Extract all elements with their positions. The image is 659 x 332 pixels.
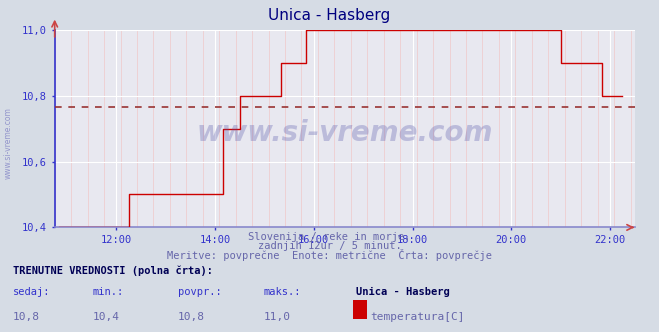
Text: povpr.:: povpr.:: [178, 287, 221, 297]
Text: TRENUTNE VREDNOSTI (polna črta):: TRENUTNE VREDNOSTI (polna črta):: [13, 266, 213, 276]
Text: 10,4: 10,4: [92, 312, 119, 322]
Text: 10,8: 10,8: [178, 312, 205, 322]
Text: www.si-vreme.com: www.si-vreme.com: [3, 107, 13, 179]
Text: maks.:: maks.:: [264, 287, 301, 297]
Text: 11,0: 11,0: [264, 312, 291, 322]
Text: min.:: min.:: [92, 287, 123, 297]
Text: Meritve: povprečne  Enote: metrične  Črta: povprečje: Meritve: povprečne Enote: metrične Črta:…: [167, 249, 492, 261]
Text: sedaj:: sedaj:: [13, 287, 51, 297]
Text: zadnjih 12ur / 5 minut.: zadnjih 12ur / 5 minut.: [258, 241, 401, 251]
Text: 10,8: 10,8: [13, 312, 40, 322]
Text: Unica - Hasberg: Unica - Hasberg: [356, 287, 449, 297]
Text: temperatura[C]: temperatura[C]: [370, 312, 465, 322]
Text: Slovenija / reke in morje.: Slovenija / reke in morje.: [248, 232, 411, 242]
Text: Unica - Hasberg: Unica - Hasberg: [268, 8, 391, 23]
Text: www.si-vreme.com: www.si-vreme.com: [196, 119, 493, 147]
